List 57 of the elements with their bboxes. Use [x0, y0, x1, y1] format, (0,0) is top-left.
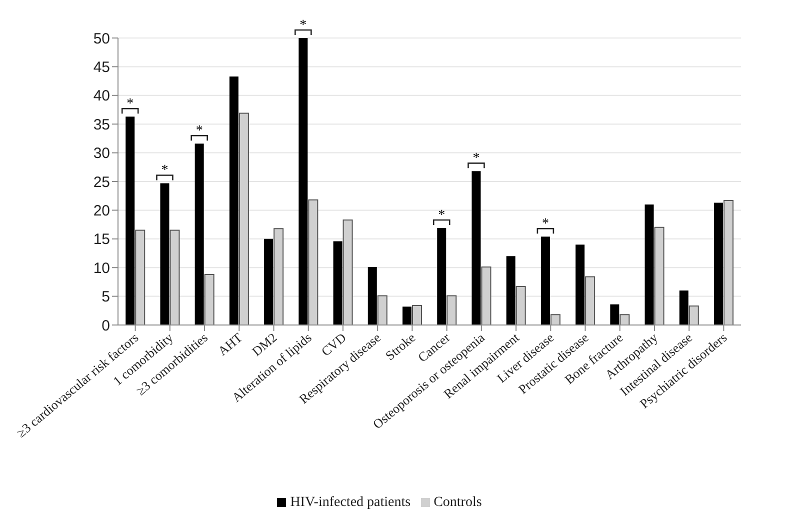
bar [402, 306, 412, 325]
annotation: * [161, 163, 168, 178]
bar [342, 219, 353, 325]
bar [446, 295, 457, 325]
bar [238, 112, 249, 325]
y-tick-label: 40 [93, 88, 110, 105]
bar [229, 76, 238, 325]
legend-label: Controls [434, 495, 482, 510]
bar [135, 230, 146, 325]
y-tick-label: 30 [93, 145, 110, 162]
bar [170, 230, 180, 325]
bar [298, 38, 308, 325]
bar [550, 314, 560, 325]
bar [274, 228, 284, 325]
bar [714, 202, 724, 325]
y-tick-label: 20 [93, 202, 110, 220]
bar [481, 266, 492, 325]
annotation: * [438, 208, 446, 223]
bar [540, 236, 550, 325]
bar [506, 256, 516, 325]
legend-label: HIV-infected patients [290, 495, 411, 510]
bar [610, 304, 620, 325]
annotation: * [126, 96, 134, 112]
x-tick-label: CVD [318, 330, 349, 359]
bar [160, 183, 170, 325]
y-tick-label: 10 [93, 260, 110, 277]
annotation: * [196, 124, 203, 139]
bar [264, 238, 274, 325]
annotation: * [542, 216, 549, 232]
annotation: * [300, 18, 307, 33]
y-tick-label: 25 [93, 174, 110, 191]
y-tick-label: 5 [102, 288, 110, 306]
bar [412, 304, 422, 325]
annotation: * [472, 151, 480, 166]
y-tick-label: 0 [102, 317, 110, 334]
bar [472, 171, 481, 325]
bar [204, 274, 214, 325]
y-tick-label: 35 [93, 116, 110, 134]
bar [688, 306, 699, 325]
bar [585, 276, 596, 325]
y-tick-label: 15 [93, 231, 110, 248]
bar [620, 314, 630, 325]
bar [308, 199, 318, 325]
bar [516, 286, 526, 325]
bar [126, 116, 135, 325]
bar [644, 204, 654, 325]
y-tick-label: 50 [93, 30, 110, 48]
bar [437, 228, 446, 325]
y-tick-label: 45 [93, 59, 110, 76]
bar [654, 226, 664, 325]
bar [368, 267, 377, 325]
bar [724, 200, 734, 325]
bar [679, 290, 688, 325]
bar [377, 295, 388, 325]
bar [576, 244, 585, 325]
bar [194, 144, 204, 325]
bar [333, 241, 342, 325]
